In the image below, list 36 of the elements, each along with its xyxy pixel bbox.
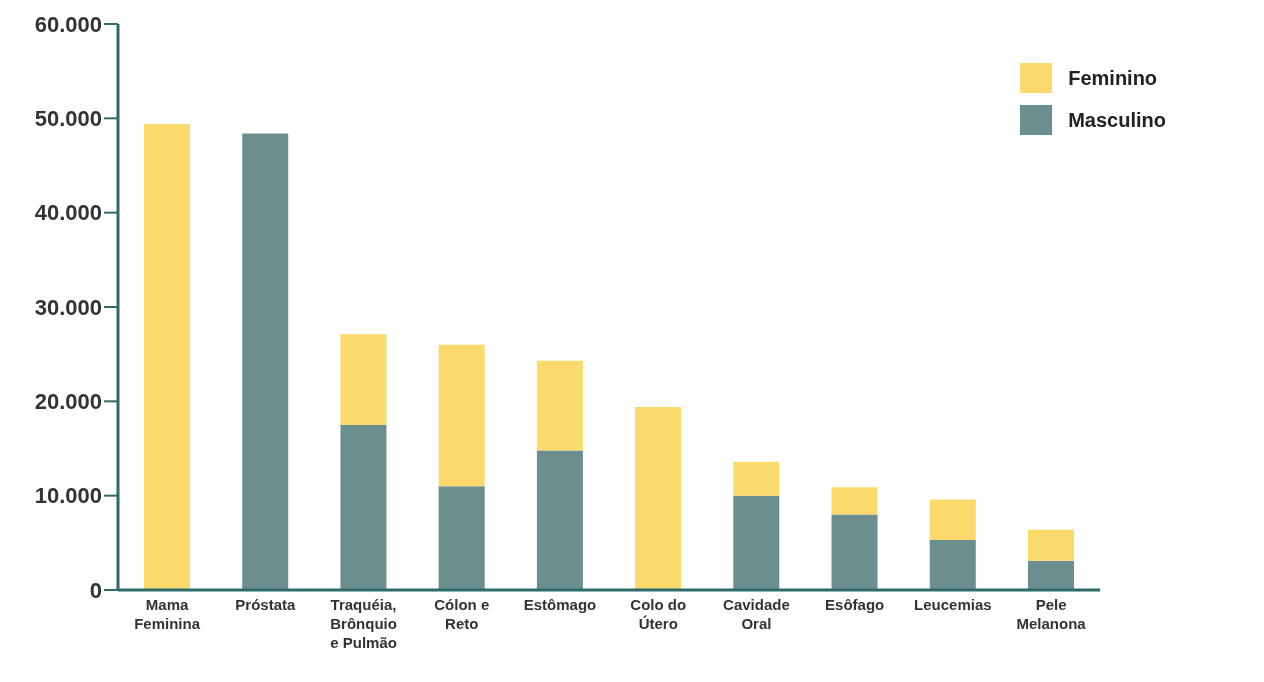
y-tick-label: 60.000 xyxy=(34,11,102,37)
bar xyxy=(929,540,976,590)
x-tick-label: Traquéia, Brônquio e Pulmão xyxy=(330,596,397,651)
y-tick-label: 10.000 xyxy=(34,483,102,509)
bar xyxy=(1027,560,1074,590)
bar xyxy=(733,495,780,590)
y-tick-label: 0 xyxy=(89,577,102,603)
bar xyxy=(144,123,190,590)
bar xyxy=(242,133,289,590)
x-tick-label: Cólon e Reto xyxy=(434,596,490,632)
bar xyxy=(340,334,387,425)
bar xyxy=(831,487,878,515)
x-tick-label: Cavidade Oral xyxy=(723,596,790,632)
bar xyxy=(536,360,583,451)
x-tick-label: Esôfago xyxy=(825,596,885,613)
y-tick-label: 40.000 xyxy=(34,200,102,226)
x-tick-label: Colo do Útero xyxy=(630,596,687,632)
y-tick-label: 30.000 xyxy=(34,294,102,320)
bar xyxy=(438,486,485,590)
bar xyxy=(929,499,976,540)
x-tick-label: Mama Feminina xyxy=(134,596,201,632)
legend-label: Feminino xyxy=(1068,66,1158,90)
y-tick-label: 20.000 xyxy=(34,389,102,415)
x-tick-label: Estômago xyxy=(523,596,597,613)
x-tick-label: Pele Melanona xyxy=(1016,596,1087,632)
bar xyxy=(733,461,780,496)
bar xyxy=(438,344,485,487)
y-tick-label: 50.000 xyxy=(34,106,102,132)
bar xyxy=(831,514,878,590)
x-tick-label: Leucemias xyxy=(914,596,992,613)
legend-label: Masculino xyxy=(1068,108,1166,132)
x-tick-label: Próstata xyxy=(235,596,296,613)
bar xyxy=(1027,529,1074,561)
bar xyxy=(340,424,387,590)
bar xyxy=(536,450,583,590)
bar xyxy=(635,406,682,590)
